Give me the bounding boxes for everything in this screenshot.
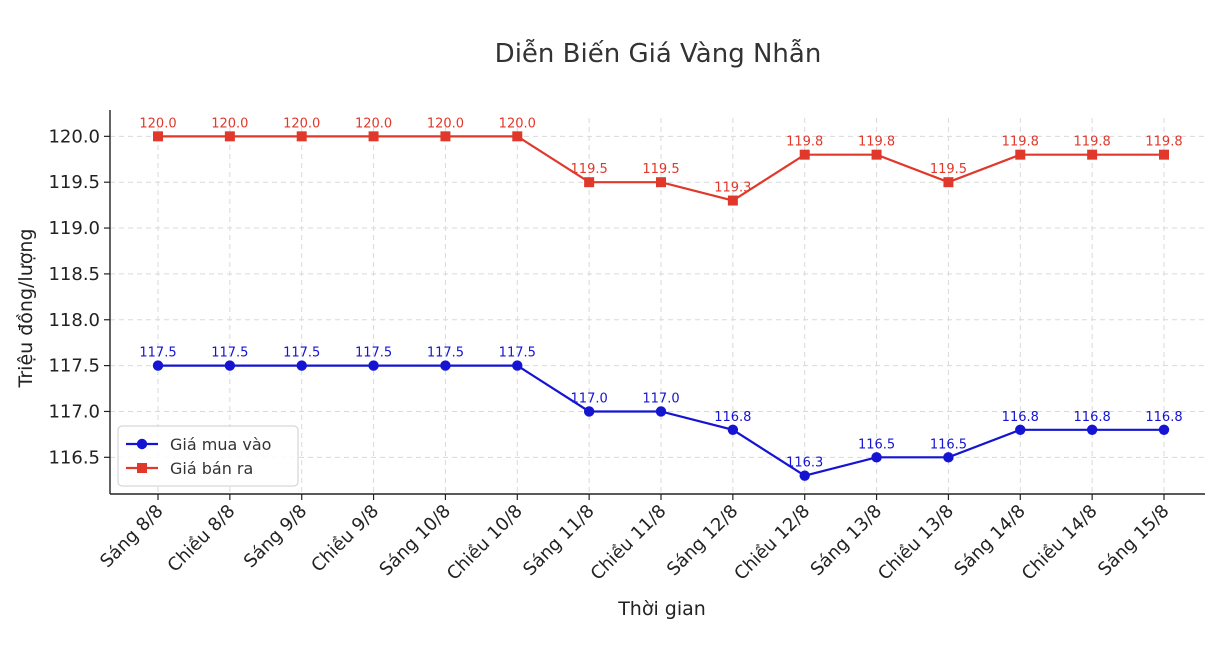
data-point <box>296 131 307 142</box>
legend-label: Giá mua vào <box>170 435 271 454</box>
data-label: 119.5 <box>571 162 608 177</box>
y-tick-label: 117.0 <box>48 401 100 422</box>
data-label: 117.5 <box>211 346 248 361</box>
data-label: 120.0 <box>427 116 464 131</box>
data-point <box>943 452 954 463</box>
x-tick-label: Sáng 15/8 <box>1094 501 1174 581</box>
data-label: 120.0 <box>499 116 536 131</box>
data-label: 117.0 <box>571 391 608 406</box>
data-point <box>727 195 738 206</box>
data-label: 116.8 <box>1002 410 1039 425</box>
x-tick-label: Chiều 12/8 <box>730 501 814 585</box>
y-ticks: 116.5 117.0 117.5 118.0 118.5 119.0 119.5 120.0 <box>48 126 110 468</box>
data-point <box>512 131 523 142</box>
data-label: 116.8 <box>714 410 751 425</box>
data-label: 120.0 <box>139 116 176 131</box>
data-label: 119.8 <box>1145 135 1182 150</box>
series: 117.5 117.5 117.5 117.5 117.5 117.5 117.0 117.0… <box>139 116 1183 481</box>
data-point <box>1159 149 1169 160</box>
data-point <box>1015 424 1026 436</box>
data-point <box>512 360 523 371</box>
y-tick-label: 118.5 <box>48 264 100 285</box>
axes <box>109 110 1205 495</box>
data-label: 116.8 <box>1074 410 1111 425</box>
x-tick-label: Chiều 8/8 <box>164 501 240 577</box>
data-label: 119.5 <box>642 162 679 177</box>
data-label: 119.8 <box>786 135 823 150</box>
data-point <box>1086 424 1098 436</box>
data-point <box>1087 149 1098 160</box>
data-point <box>655 406 667 417</box>
x-tick-label: Chiều 14/8 <box>1018 501 1102 585</box>
data-label: 117.0 <box>642 391 679 406</box>
legend-marker <box>136 438 148 450</box>
data-label: 119.8 <box>858 135 895 150</box>
y-tick-label: 116.5 <box>48 447 100 468</box>
y-tick-label: 118.0 <box>48 310 100 331</box>
x-tick-label: Chiều 9/8 <box>307 501 383 577</box>
data-point <box>440 360 451 371</box>
chart-title: Diễn Biến Giá Vàng Nhẫn <box>495 38 822 69</box>
data-point <box>153 131 163 142</box>
data-point <box>799 149 810 160</box>
y-tick-label: 117.5 <box>48 356 100 377</box>
data-point <box>224 360 236 371</box>
series-0: 117.5 117.5 117.5 117.5 117.5 117.5 117.0 117.0… <box>139 346 1183 481</box>
data-label: 117.5 <box>139 346 176 361</box>
data-label: 116.5 <box>858 437 895 452</box>
data-label: 119.8 <box>1002 135 1039 150</box>
data-point <box>727 424 739 436</box>
legend-items: Giá mua vào Giá bán ra <box>126 435 271 478</box>
data-point <box>368 131 379 142</box>
y-tick-label: 119.5 <box>48 172 100 193</box>
data-point <box>656 177 666 188</box>
data-point <box>1015 149 1026 160</box>
series-1: 120.0 120.0 120.0 120.0 120.0 120.0 119.5 119.5… <box>139 116 1183 206</box>
data-point <box>296 360 307 371</box>
data-label: 117.5 <box>499 346 536 361</box>
data-point <box>799 470 810 481</box>
legend-box <box>117 425 299 487</box>
x-tick-label: Chiều 13/8 <box>874 501 958 585</box>
data-point <box>871 149 882 160</box>
legend: Giá mua vào Giá bán ra <box>117 425 299 487</box>
legend-label: Giá bán ra <box>170 459 253 478</box>
x-axis-label: Thời gian <box>617 598 706 620</box>
legend-item: Giá bán ra <box>126 459 253 478</box>
legend-item: Giá mua vào <box>126 435 271 454</box>
data-label: 117.5 <box>283 346 320 361</box>
data-point <box>583 406 595 417</box>
data-label: 119.3 <box>714 181 751 196</box>
grid-lines <box>110 118 1205 494</box>
legend-marker <box>137 463 147 473</box>
x-tick-label: Sáng 8/8 <box>96 501 167 572</box>
data-point <box>584 177 595 188</box>
y-tick-label: 120.0 <box>48 126 100 147</box>
data-label: 119.8 <box>1074 135 1111 150</box>
data-label: 117.5 <box>427 346 464 361</box>
data-point <box>1158 424 1170 436</box>
data-label: 120.0 <box>211 116 248 131</box>
data-label: 116.3 <box>786 456 823 471</box>
data-label: 120.0 <box>283 116 320 131</box>
data-point <box>871 452 882 463</box>
data-point <box>152 360 164 371</box>
data-label: 119.5 <box>930 162 967 177</box>
data-label: 116.8 <box>1145 410 1182 425</box>
data-point <box>368 360 379 371</box>
data-point <box>440 131 451 142</box>
data-label: 116.5 <box>930 437 967 452</box>
data-point <box>943 177 954 188</box>
y-tick-label: 119.0 <box>48 218 100 239</box>
x-tick-label: Chiều 11/8 <box>587 501 671 585</box>
data-point <box>224 131 235 142</box>
data-label: 120.0 <box>355 116 392 131</box>
y-axis-label: Triệu đồng/lượng <box>15 229 37 389</box>
x-tick-label: Chiều 10/8 <box>443 501 527 585</box>
x-tick-label: Sáng 9/8 <box>240 501 311 572</box>
data-label: 117.5 <box>355 346 392 361</box>
